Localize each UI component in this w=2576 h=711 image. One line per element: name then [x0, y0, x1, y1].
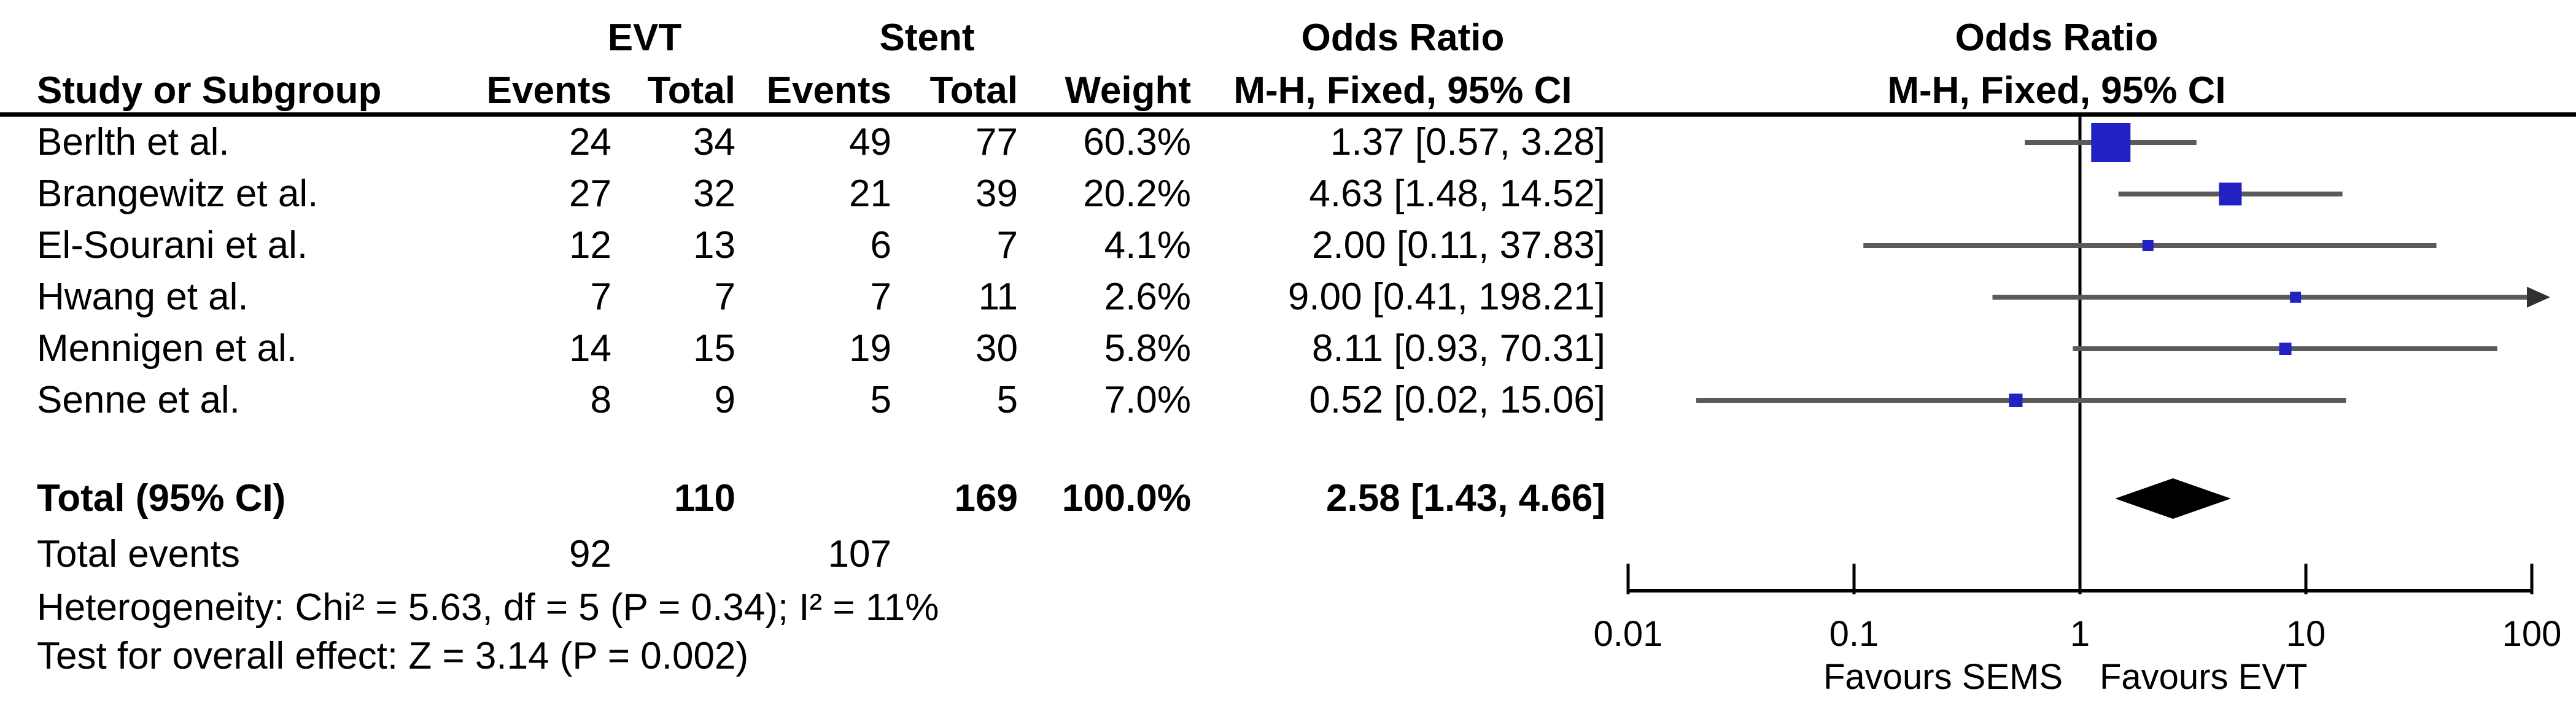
stent-events-cell: 21	[849, 173, 891, 215]
weight-cell: 7.0%	[1104, 379, 1191, 421]
evt-total-cell: 9	[714, 379, 735, 421]
total-evt-total: 110	[673, 477, 735, 519]
total-events-stent: 107	[828, 533, 891, 575]
total-weight: 100.0%	[1061, 477, 1191, 519]
study-name: Brangewitz et al.	[37, 173, 319, 215]
column-header-study: Study or Subgroup	[37, 69, 382, 112]
stent-total-cell: 7	[996, 224, 1018, 266]
stent-events-cell: 7	[870, 276, 891, 318]
total-or-ci: 2.58 [1.43, 4.66]	[1326, 477, 1605, 519]
axis-tick-label: 0.01	[1594, 614, 1663, 654]
stent-events-cell: 49	[849, 121, 891, 163]
effect-square	[2091, 123, 2131, 162]
effect-square	[2279, 343, 2292, 355]
pooled-diamond	[2115, 478, 2231, 519]
evt-events-cell: 12	[569, 224, 611, 266]
study-name: Berlth et al.	[37, 121, 230, 163]
study-name: Mennigen et al.	[37, 327, 297, 370]
evt-events-cell: 7	[590, 276, 611, 318]
evt-total-cell: 13	[693, 224, 735, 266]
effect-square	[2219, 182, 2242, 206]
axis-tick-label: 10	[2286, 614, 2326, 654]
column-header-evt-total: Total	[647, 69, 736, 112]
evt-total-cell: 7	[714, 276, 735, 318]
column-header-evt-events: Events	[486, 69, 611, 112]
study-name: Senne et al.	[37, 379, 240, 421]
total-events-label: Total events	[37, 533, 240, 575]
stent-events-cell: 5	[870, 379, 891, 421]
axis-tick-label: 100	[2502, 614, 2562, 654]
weight-cell: 2.6%	[1104, 276, 1191, 318]
total-events-evt: 92	[569, 533, 611, 575]
evt-events-cell: 27	[569, 173, 611, 215]
effect-square	[2290, 292, 2302, 303]
header-rule	[0, 112, 2576, 117]
evt-events-cell: 24	[569, 121, 611, 163]
heterogeneity-text: Heterogeneity: Chi² = 5.63, df = 5 (P = …	[37, 586, 939, 629]
stent-total-cell: 30	[976, 327, 1018, 370]
evt-total-cell: 32	[693, 173, 735, 215]
weight-cell: 60.3%	[1083, 121, 1191, 163]
or-ci-cell: 2.00 [0.11, 37.83]	[1311, 224, 1605, 266]
evt-events-cell: 8	[590, 379, 611, 421]
effect-square	[2009, 394, 2023, 407]
stent-total-cell: 5	[996, 379, 1018, 421]
group-header-odds-ratio-text: Odds Ratio	[1301, 17, 1505, 59]
stent-events-cell: 6	[870, 224, 891, 266]
or-ci-cell: 8.11 [0.93, 70.31]	[1311, 327, 1605, 370]
stent-events-cell: 19	[849, 327, 891, 370]
effect-square	[2142, 240, 2154, 251]
arrow-right-icon	[2527, 287, 2550, 308]
group-header-stent: Stent	[879, 17, 975, 59]
evt-events-cell: 14	[569, 327, 611, 370]
column-header-mh-ci-plot: M-H, Fixed, 95% CI	[1887, 69, 2226, 112]
weight-cell: 20.2%	[1083, 173, 1191, 215]
axis-tick-label: 0.1	[1829, 614, 1879, 654]
stent-total-cell: 77	[976, 121, 1018, 163]
study-name: Hwang et al.	[37, 276, 249, 318]
group-header-odds-ratio-plot: Odds Ratio	[1955, 17, 2159, 59]
or-ci-cell: 0.52 [0.02, 15.06]	[1309, 379, 1605, 421]
total-stent-total: 169	[954, 477, 1018, 519]
favours-sems-label: Favours SEMS	[1823, 657, 2063, 697]
weight-cell: 5.8%	[1104, 327, 1191, 370]
column-header-weight: Weight	[1065, 69, 1192, 112]
group-header-evt: EVT	[607, 17, 682, 59]
or-ci-cell: 4.63 [1.48, 14.52]	[1309, 173, 1605, 215]
stent-total-cell: 39	[976, 173, 1018, 215]
weight-cell: 4.1%	[1104, 224, 1191, 266]
evt-total-cell: 34	[693, 121, 735, 163]
study-name: El-Sourani et al.	[37, 224, 308, 266]
or-ci-cell: 9.00 [0.41, 198.21]	[1287, 276, 1605, 318]
column-header-stent-events: Events	[766, 69, 891, 112]
overall-effect-text: Test for overall effect: Z = 3.14 (P = 0…	[37, 635, 749, 677]
column-header-mh-ci-text: M-H, Fixed, 95% CI	[1233, 69, 1572, 112]
column-header-stent-total: Total	[929, 69, 1018, 112]
stent-total-cell: 11	[978, 276, 1018, 318]
total-row-label: Total (95% CI)	[37, 477, 286, 519]
or-ci-cell: 1.37 [0.57, 3.28]	[1330, 121, 1605, 163]
favours-evt-label: Favours EVT	[2100, 657, 2308, 697]
axis-tick-label: 1	[2070, 614, 2090, 654]
evt-total-cell: 15	[693, 327, 735, 370]
